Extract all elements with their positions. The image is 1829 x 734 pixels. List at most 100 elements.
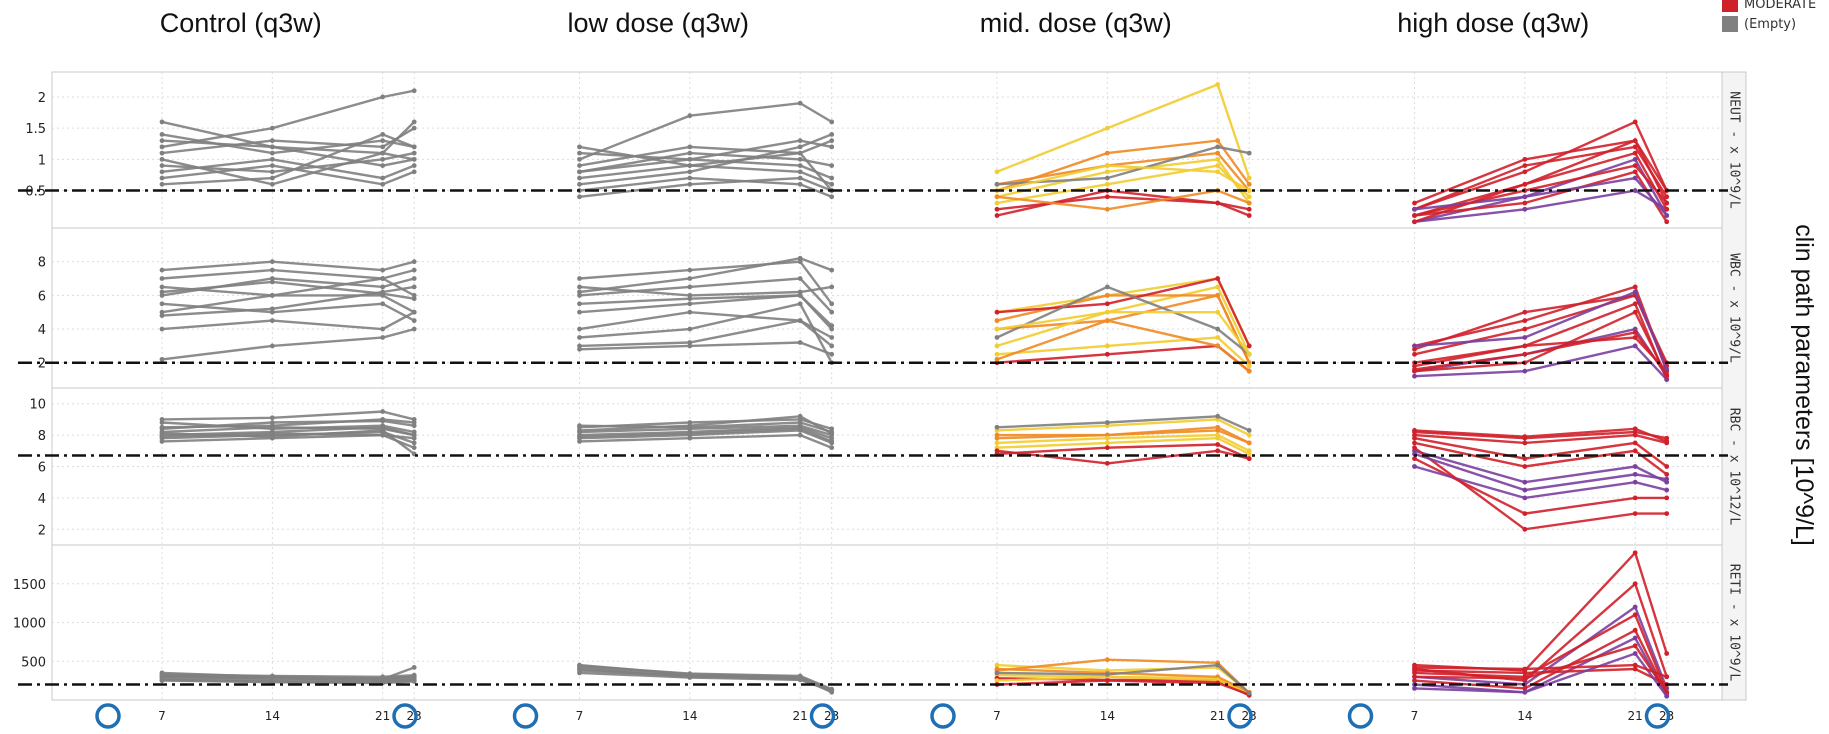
marker-circle: [95, 703, 121, 729]
data-point: [411, 88, 417, 94]
series-line: [996, 145, 1250, 186]
data-point: [1664, 213, 1670, 218]
data-point: [687, 144, 693, 150]
marker-circle: [1644, 703, 1671, 729]
series-line: [1414, 290, 1668, 370]
series-line: [579, 294, 833, 327]
data-point: [1632, 440, 1638, 446]
y-tick-label: 1.5: [25, 122, 46, 137]
data-point: [994, 670, 1000, 676]
data-point: [1246, 175, 1252, 181]
y-tick-label: 8: [38, 429, 46, 444]
series-line: [996, 189, 1250, 211]
data-point: [1632, 581, 1638, 587]
series-line: [996, 139, 1251, 192]
data-point: [1104, 435, 1110, 441]
data-point: [1412, 213, 1417, 218]
data-point: [687, 169, 693, 175]
data-point: [269, 306, 275, 312]
data-point: [829, 144, 835, 150]
data-point: [687, 340, 693, 345]
data-point: [1215, 200, 1221, 206]
data-point: [797, 144, 803, 150]
data-point: [159, 426, 165, 432]
series-line: [579, 151, 832, 173]
x-tick-label: 23: [1242, 709, 1257, 723]
data-point: [1632, 326, 1638, 332]
data-point: [159, 672, 165, 677]
data-point: [1104, 181, 1110, 187]
legend-label: MODERATE: [1744, 0, 1816, 12]
data-point: [1246, 456, 1252, 462]
data-point: [829, 309, 835, 315]
data-point: [159, 276, 165, 281]
data-point: [1522, 169, 1528, 175]
legend-swatch: [1722, 16, 1738, 32]
series-line: [1414, 427, 1668, 443]
data-point: [1246, 343, 1252, 349]
data-point: [269, 292, 275, 298]
series-line: [996, 277, 1251, 347]
data-point: [577, 427, 582, 433]
data-point: [797, 181, 803, 187]
data-point: [797, 318, 803, 324]
data-point: [1104, 125, 1110, 131]
data-point: [380, 326, 386, 332]
data-point: [380, 289, 386, 295]
data-point: [797, 420, 803, 425]
series-line: [161, 410, 415, 421]
data-point: [1632, 627, 1638, 633]
data-point: [797, 163, 803, 169]
series-line: [161, 311, 415, 331]
series-line: [579, 260, 833, 305]
series-line: [161, 260, 415, 272]
data-point: [1664, 464, 1670, 469]
data-point: [1664, 495, 1670, 501]
series-line: [161, 302, 415, 322]
x-tick-label: 7: [993, 709, 1001, 723]
data-point: [159, 267, 165, 273]
data-point: [1664, 651, 1670, 656]
series-line: [996, 189, 1250, 217]
data-point: [1104, 194, 1110, 200]
data-point: [687, 431, 693, 436]
data-point: [1104, 445, 1110, 451]
series-line: [161, 121, 416, 186]
data-point: [994, 169, 1000, 175]
data-point: [1104, 678, 1110, 684]
x-tick-label: 7: [576, 709, 584, 723]
data-point: [1522, 464, 1528, 469]
data-point: [411, 292, 417, 298]
data-point: [1632, 330, 1638, 335]
data-point: [687, 175, 693, 181]
series-line: [996, 82, 1251, 179]
series-line: [1414, 449, 1668, 484]
data-point: [411, 144, 417, 150]
data-point: [577, 434, 582, 440]
data-point: [1664, 438, 1670, 444]
data-point: [687, 284, 693, 290]
data-point: [411, 326, 417, 332]
data-point: [1246, 188, 1252, 193]
data-point: [994, 213, 1000, 218]
series-line: [579, 424, 833, 437]
data-point: [1412, 674, 1417, 680]
data-point: [269, 343, 275, 349]
series-line: [161, 419, 415, 430]
series-line: [1413, 446, 1667, 531]
series-line: [996, 164, 1250, 192]
data-point: [159, 438, 165, 444]
data-point: [1522, 206, 1528, 212]
series-line: [996, 336, 1251, 367]
series-line: [997, 426, 1250, 444]
data-point: [577, 309, 582, 315]
data-point: [577, 169, 582, 175]
x-tick-label: 23: [407, 709, 422, 723]
data-point: [269, 150, 275, 156]
data-point: [1632, 448, 1638, 454]
data-point: [797, 340, 803, 345]
strip-label-1: WBC - x 10^9/L: [1727, 253, 1742, 363]
data-point: [1664, 487, 1670, 493]
x-tick-label: 21: [375, 709, 390, 723]
series-line: [579, 164, 833, 186]
